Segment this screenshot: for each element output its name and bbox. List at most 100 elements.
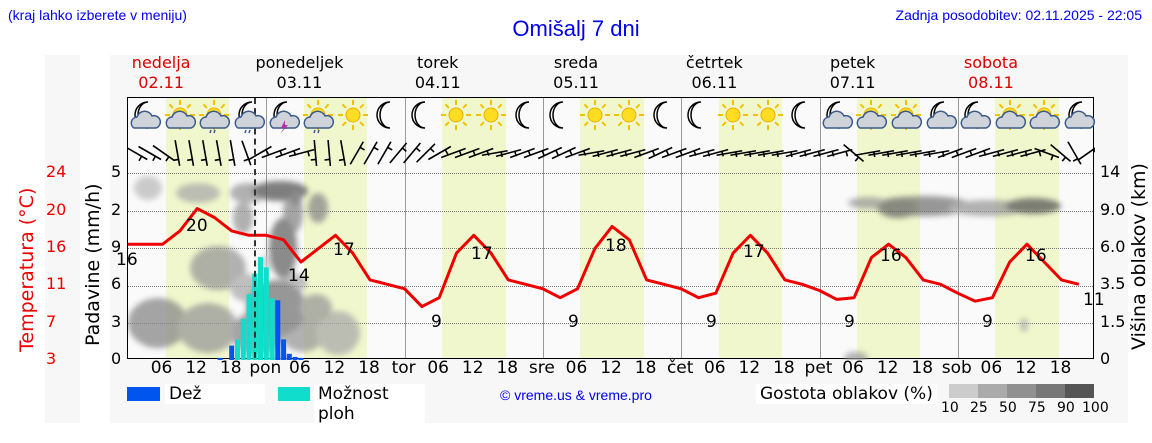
x-tick-label: 06 <box>980 358 1003 378</box>
day-header: nedelja 02.11 <box>92 53 230 93</box>
sun-cloud-rain-icon <box>301 98 335 134</box>
x-tick-label: 12 <box>185 358 207 378</box>
x-tick-label: čet <box>666 358 694 378</box>
x-tick-label: 18 <box>496 358 519 378</box>
day-date: 06.11 <box>691 73 738 92</box>
day-separator <box>681 98 683 358</box>
day-header: petek 07.11 <box>784 53 922 93</box>
x-tick-label: 06 <box>427 358 449 378</box>
wind-barbs-row <box>128 139 1095 167</box>
x-tick-label: 18 <box>358 358 380 378</box>
gridline <box>128 323 1093 324</box>
rain-bar <box>298 357 304 360</box>
sun-icon <box>474 98 508 132</box>
sun-cloud-icon <box>163 98 197 132</box>
day-name: nedelja <box>131 53 191 72</box>
moon-icon <box>785 98 819 132</box>
x-tick-label: 06 <box>842 358 864 378</box>
sun-cloud-icon <box>854 98 888 132</box>
legend-showers-swatch <box>278 387 310 401</box>
moon-cloud-icon <box>128 98 162 132</box>
showers-bar <box>269 298 275 360</box>
temperature-axis-title: Temperatura (°C) <box>16 187 38 352</box>
x-tick-label: 18 <box>1049 358 1072 378</box>
day-separator <box>266 98 268 358</box>
legend-rain-label: Dež <box>165 384 265 404</box>
sun-icon <box>578 98 612 132</box>
moon-icon <box>647 98 681 132</box>
day-name: petek <box>829 53 876 72</box>
cloud-density-swatch <box>978 384 1007 398</box>
temperature-label: 17 <box>743 242 765 262</box>
moon-cloud-icon <box>958 98 992 132</box>
forecast-plot: 16 20 14 17 9 17 9 18 9 17 9 16 9 16 11 <box>116 97 1105 360</box>
sun-icon <box>716 98 750 132</box>
day-date: 08.11 <box>968 73 1014 92</box>
temperature-label: 9 <box>706 312 717 332</box>
sun-icon <box>336 98 370 132</box>
temperature-tick: 20 <box>46 200 67 219</box>
cloud-height-tick: 9.0 <box>1100 200 1126 219</box>
sun-icon <box>612 98 646 132</box>
cloud-height-tick: 3.5 <box>1100 274 1126 293</box>
temperature-label: 9 <box>844 312 855 332</box>
cloud-density-swatch <box>1036 384 1065 398</box>
legend-rain-swatch <box>127 387 160 401</box>
x-tick-label: 18 <box>911 358 934 378</box>
temperature-label: 16 <box>1025 246 1047 266</box>
x-tick-label: 12 <box>461 358 484 378</box>
cloud-density-tick: 10 <box>941 400 959 416</box>
daylight-band <box>995 98 1059 358</box>
cloud-height-axis-title: Višina oblakov (km) <box>1128 163 1150 350</box>
location-hint[interactable]: (kraj lahko izberete v meniju) <box>8 7 187 23</box>
x-tick-label: pon <box>249 358 282 378</box>
temperature-tick: 3 <box>46 349 57 368</box>
day-date: 05.11 <box>553 73 599 92</box>
precip-tick: 6 <box>111 274 122 293</box>
day-header: četrtek 06.11 <box>645 53 783 93</box>
cloud-density-swatch <box>949 384 978 398</box>
gridline <box>128 285 1093 287</box>
day-separator <box>819 98 821 358</box>
moon-icon <box>509 98 543 132</box>
x-tick-label: 06 <box>150 358 173 378</box>
showers-bar <box>240 318 246 360</box>
legend-showers-label: Možnost ploh <box>314 384 425 424</box>
x-tick-label: 18 <box>773 358 795 378</box>
last-updated: Zadnja posodobitev: 02.11.2025 - 22:05 <box>895 7 1142 23</box>
moon-icon <box>681 98 715 132</box>
temperature-label: 20 <box>186 216 208 236</box>
day-name: sobota <box>963 53 1019 72</box>
moon-cloud-icon <box>1062 98 1096 132</box>
cloud-height-tick: 6.0 <box>1100 237 1126 256</box>
temperature-label: 9 <box>982 312 993 332</box>
rain-bar <box>281 339 287 360</box>
cloud-density-tick: 50 <box>999 400 1017 416</box>
moon-icon <box>405 98 439 132</box>
temperature-tick: 24 <box>46 162 67 181</box>
day-date: 04.11 <box>414 73 461 92</box>
x-tick-label: 06 <box>289 358 311 378</box>
temperature-tick: 16 <box>46 237 67 256</box>
moon-cloud-icon <box>924 98 958 132</box>
moon-cloud-icon <box>820 98 854 132</box>
x-tick-label: sob <box>941 358 972 378</box>
credit-link[interactable]: © vreme.us & vreme.pro <box>500 387 652 403</box>
temperature-label: 16 <box>880 246 902 266</box>
temperature-label: 11 <box>1083 290 1105 310</box>
day-header: sobota 08.11 <box>922 53 1060 93</box>
temperature-label: 14 <box>288 266 310 286</box>
precip-tick: 3 <box>111 312 122 331</box>
cloud-density-tick: 75 <box>1028 400 1046 416</box>
x-tick-label: tor <box>391 358 416 378</box>
temperature-label: 9 <box>568 312 579 332</box>
x-tick-label: pet <box>804 358 833 378</box>
showers-bar <box>246 294 252 360</box>
cloud-density-tick: 25 <box>970 400 988 416</box>
cloud-density-tick: 100 <box>1082 400 1109 416</box>
cloud-height-tick: 0 <box>1100 349 1111 368</box>
rain-bar <box>292 356 298 360</box>
day-name: torek <box>417 53 459 72</box>
gridline <box>128 173 1093 174</box>
page-title: Omišalj 7 dni <box>512 16 640 41</box>
